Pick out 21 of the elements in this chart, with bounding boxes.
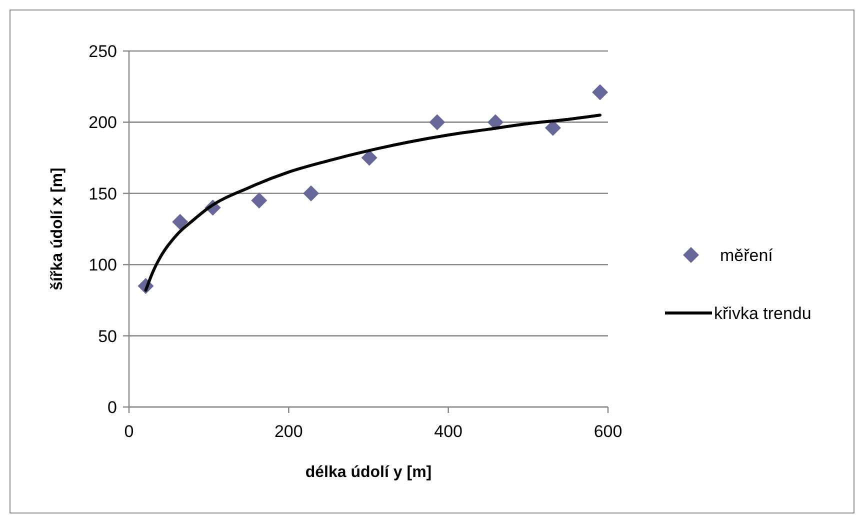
y-tick-label: 50	[98, 326, 117, 346]
x-tick-label: 200	[274, 422, 303, 441]
x-tick-label: 400	[434, 422, 463, 441]
point	[361, 150, 378, 166]
legend-label: křivka trendu	[714, 304, 812, 323]
y-tick-label: 100	[88, 256, 117, 275]
point	[303, 185, 320, 202]
y-tick-label: 150	[88, 184, 117, 204]
x-axis-title: délka údolí y [m]	[305, 464, 432, 481]
point	[592, 84, 608, 100]
point	[487, 114, 504, 130]
x-tick-label: 0	[124, 422, 134, 441]
point	[172, 214, 188, 230]
legend-label: měření	[720, 246, 774, 265]
y-tick-label: 250	[88, 42, 117, 61]
x-tick-label: 600	[594, 422, 622, 441]
y-tick-label: 0	[108, 398, 117, 417]
y-tick-label: 200	[88, 113, 117, 132]
y-axis-title: šířka údolí x [m]	[49, 168, 66, 290]
point	[429, 114, 446, 130]
point	[251, 192, 268, 209]
